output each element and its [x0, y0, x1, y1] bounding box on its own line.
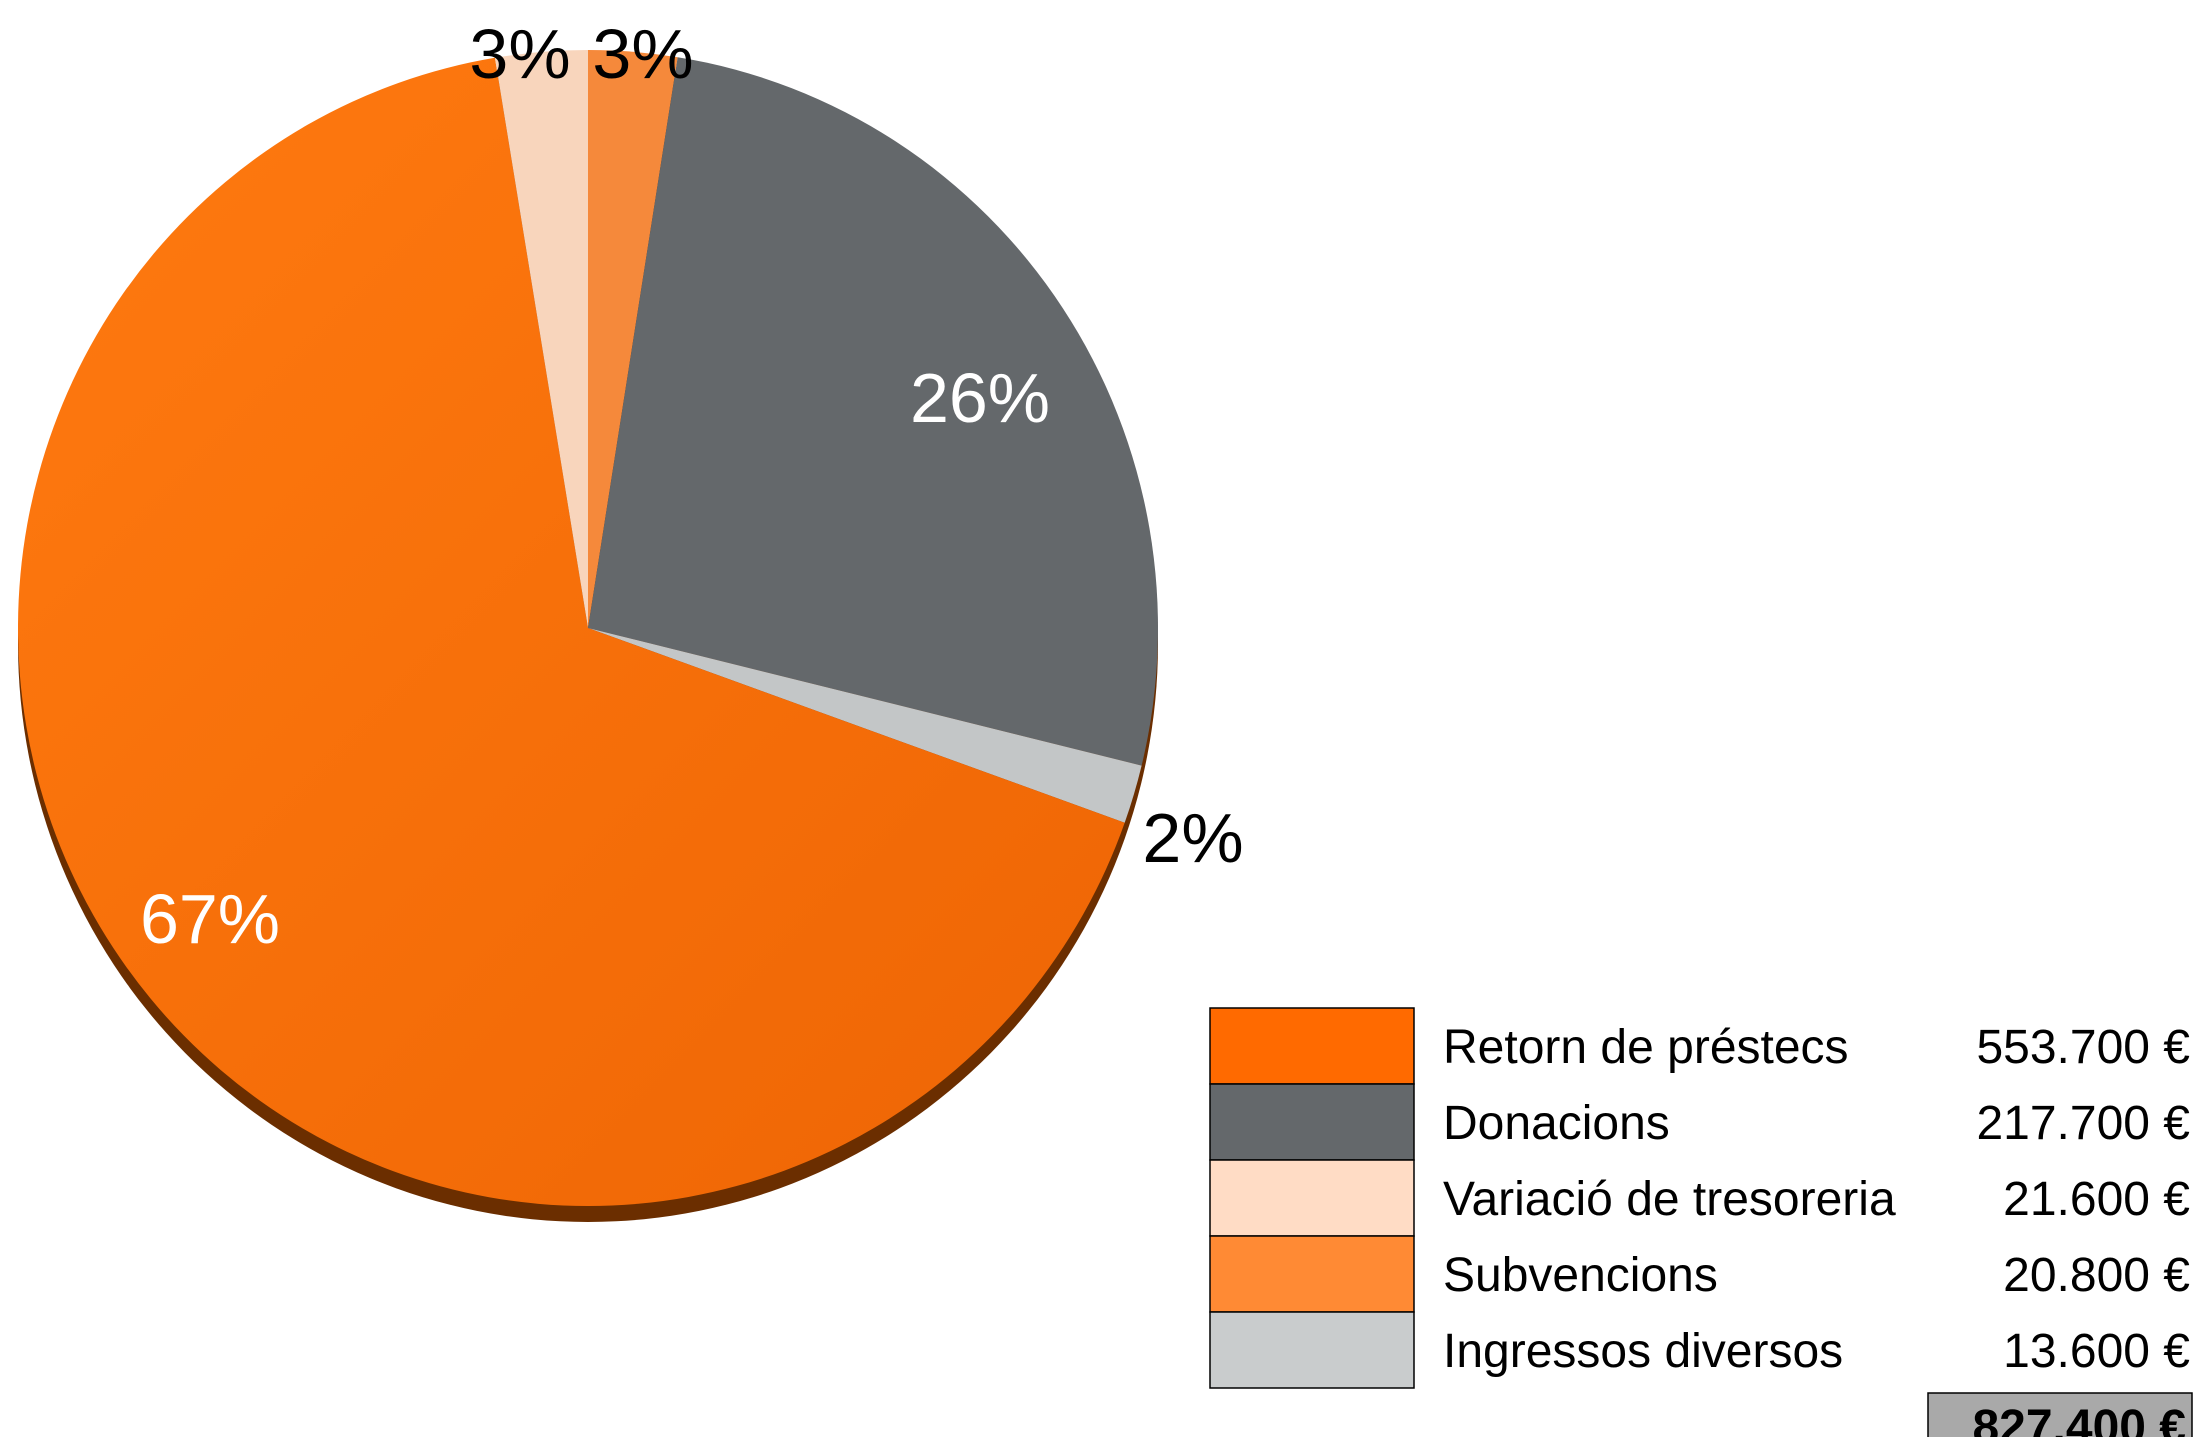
- slice-percent-label: 3%: [469, 15, 570, 93]
- legend: Retorn de préstecs 553.700 € Donacions 217.…: [1209, 1007, 2193, 1437]
- legend-label: Donacions: [1443, 1097, 1670, 1150]
- legend-label: Retorn de préstecs: [1443, 1021, 1849, 1074]
- legend-value: 217.700 €: [1976, 1097, 2190, 1150]
- legend-swatch: [1209, 1235, 1415, 1313]
- total-value: 827.400 €: [1972, 1401, 2186, 1437]
- slice-percent-label: 67%: [140, 880, 280, 958]
- slice-percent-label: 3%: [592, 15, 693, 93]
- slice-percent-label: 2%: [1142, 799, 1243, 877]
- pie-slice-variacio-de-tresoreria: [494, 50, 588, 628]
- legend-value: 20.800 €: [2003, 1249, 2190, 1302]
- pie-slice-ingressos-diversos: [588, 628, 1142, 823]
- pie-slice-retorn-de-prestecs: [18, 57, 1125, 1207]
- pie-slice-subvencions: [588, 50, 678, 628]
- legend-value: 13.600 €: [2003, 1325, 2190, 1378]
- legend-value: 553.700 €: [1976, 1021, 2190, 1074]
- slice-percent-label: 26%: [910, 359, 1050, 437]
- legend-label: Subvencions: [1443, 1249, 1718, 1302]
- legend-value: 21.600 €: [2003, 1173, 2190, 1226]
- legend-swatch: [1209, 1083, 1415, 1161]
- legend-swatch: [1209, 1007, 1415, 1085]
- legend-label: Variació de tresoreria: [1443, 1173, 1896, 1226]
- legend-label: Ingressos diversos: [1443, 1325, 1843, 1378]
- total-box: [1927, 1392, 2193, 1437]
- pie-labels: 3% 26% 2% 67% 3%: [140, 15, 1244, 958]
- legend-swatch: [1209, 1311, 1415, 1389]
- legend-swatch: [1209, 1159, 1415, 1237]
- pie-slices: [18, 50, 1159, 1207]
- pie-slice-donacions: [588, 57, 1159, 766]
